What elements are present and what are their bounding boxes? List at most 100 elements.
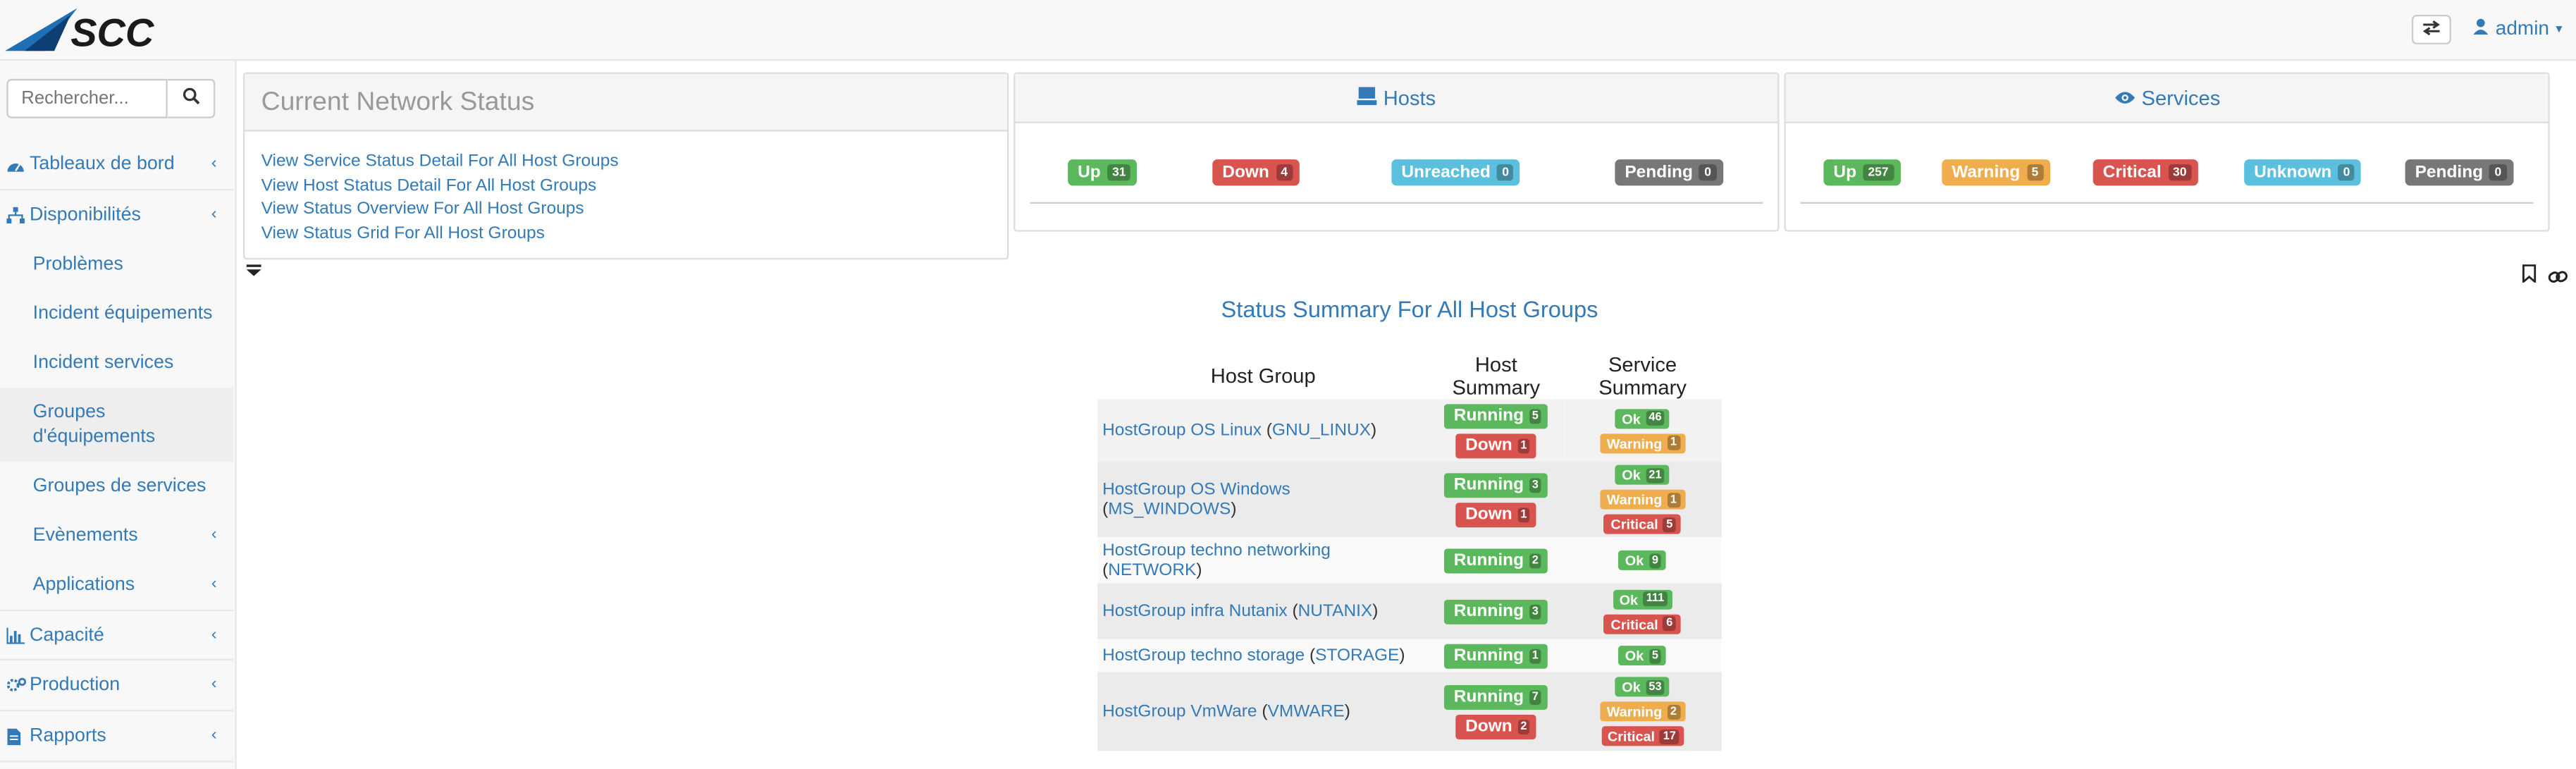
services-up-label: Up xyxy=(1833,162,1857,183)
sidebar-item-production[interactable]: Production ‹ xyxy=(0,660,234,712)
sidebar-item-applications[interactable]: Applications ‹ xyxy=(0,560,234,612)
sidebar-item-disponibilites[interactable]: Disponibilités ‹ xyxy=(0,190,233,240)
down-badge[interactable]: Down 1 xyxy=(1455,433,1537,458)
sidebar-item-incident-equipements[interactable]: Incident équipements xyxy=(0,289,233,338)
sidebar-item-label: Production xyxy=(29,675,121,696)
bar-chart-icon xyxy=(6,627,26,644)
sidebar-item-label: Incident services xyxy=(32,353,174,374)
link-icon[interactable] xyxy=(2548,266,2568,290)
host-summary-badges: Running 2 xyxy=(1434,548,1558,573)
sidebar-item-incident-services[interactable]: Incident services xyxy=(0,338,233,388)
ok-badge[interactable]: Ok 46 xyxy=(1615,408,1670,429)
down-badge-count: 2 xyxy=(1517,718,1531,734)
critical-badge[interactable]: Critical 6 xyxy=(1604,613,1682,634)
hosts-down-count: 4 xyxy=(1276,164,1293,181)
sidebar-item-problemes[interactable]: Problèmes xyxy=(0,240,233,289)
warning-badge-count: 1 xyxy=(1667,492,1680,507)
ok-badge[interactable]: Ok 5 xyxy=(1618,646,1667,666)
critical-badge-count: 5 xyxy=(1663,517,1677,532)
hosts-up-label: Up xyxy=(1078,162,1101,183)
ok-badge[interactable]: Ok 9 xyxy=(1618,550,1667,570)
hosts-up-count: 31 xyxy=(1107,164,1131,181)
services-critical-badge[interactable]: Critical 30 xyxy=(2093,159,2198,186)
host-summary-badges: Running 1 xyxy=(1434,643,1558,668)
layout-toggle-button[interactable] xyxy=(2411,14,2451,44)
network-status-header: Current Network Status xyxy=(245,73,1007,132)
host-group-code-link[interactable]: NUTANIX xyxy=(1298,601,1373,622)
sidebar-item-groupes-equipements[interactable]: Groupes d'équipements xyxy=(0,388,234,462)
host-summary-badges: Running 5 Down 1 xyxy=(1434,403,1558,458)
ok-badge-label: Ok xyxy=(1622,678,1641,696)
top-navbar: SCC admin ▾ xyxy=(0,0,2576,61)
table-body: HostGroup OS Linux (GNU_LINUX) Running 5 Do… xyxy=(1097,399,1722,751)
host-group-link[interactable]: HostGroup VmWare xyxy=(1102,701,1257,722)
host-group-link[interactable]: HostGroup OS Windows xyxy=(1102,479,1290,500)
bookmark-icon[interactable] xyxy=(2522,264,2537,288)
running-badge[interactable]: Running 3 xyxy=(1443,472,1548,498)
ok-badge[interactable]: Ok 21 xyxy=(1615,465,1670,485)
hosts-pending-badge[interactable]: Pending 0 xyxy=(1615,159,1723,186)
warning-badge[interactable]: Warning 2 xyxy=(1600,701,1685,722)
header-host-group: Host Group xyxy=(1210,364,1316,388)
search-input[interactable] xyxy=(6,78,168,118)
search-button[interactable] xyxy=(167,78,216,118)
ok-badge-count: 111 xyxy=(1643,591,1668,607)
critical-badge-count: 6 xyxy=(1663,616,1677,632)
user-menu[interactable]: admin ▾ xyxy=(2472,16,2563,39)
link-service-status-detail[interactable]: View Service Status Detail For All Host … xyxy=(261,151,619,171)
critical-badge[interactable]: Critical 17 xyxy=(1601,726,1684,746)
host-group-link[interactable]: HostGroup techno networking xyxy=(1102,540,1331,560)
host-group-link[interactable]: HostGroup infra Nutanix xyxy=(1102,601,1288,622)
link-host-status-detail[interactable]: View Host Status Detail For All Host Gro… xyxy=(261,175,597,195)
host-group-code-link[interactable]: GNU_LINUX xyxy=(1271,420,1372,441)
host-group-link[interactable]: HostGroup techno storage xyxy=(1102,646,1305,666)
down-badge[interactable]: Down 2 xyxy=(1455,713,1537,739)
host-group-link[interactable]: HostGroup OS Linux xyxy=(1102,420,1262,441)
down-badge[interactable]: Down 1 xyxy=(1455,502,1537,527)
host-group-code-link[interactable]: MS_WINDOWS xyxy=(1108,499,1231,519)
hosts-unreached-badge[interactable]: Unreached 0 xyxy=(1391,159,1521,186)
table-row: HostGroup techno networking (NETWORK) Run… xyxy=(1097,537,1722,584)
warning-badge[interactable]: Warning 1 xyxy=(1600,433,1685,453)
warning-badge[interactable]: Warning 1 xyxy=(1600,489,1685,510)
running-badge[interactable]: Running 5 xyxy=(1443,403,1548,429)
hosts-down-badge[interactable]: Down 4 xyxy=(1212,159,1300,186)
services-unknown-badge[interactable]: Unknown 0 xyxy=(2244,159,2362,186)
running-badge[interactable]: Running 7 xyxy=(1443,684,1548,709)
network-status-links: View Service Status Detail For All Host … xyxy=(245,131,1007,262)
sidebar-item-rapports[interactable]: Rapports ‹ xyxy=(0,711,234,763)
service-summary-badges: Ok 5 xyxy=(1568,646,1717,666)
sidebar-item-groupes-de-services[interactable]: Groupes de services xyxy=(0,462,233,511)
ok-badge[interactable]: Ok 53 xyxy=(1615,677,1670,697)
running-badge[interactable]: Running 3 xyxy=(1443,598,1548,624)
link-status-overview[interactable]: View Status Overview For All Host Groups xyxy=(261,199,584,219)
file-icon xyxy=(6,727,26,745)
header-host-summary: Host Summary xyxy=(1452,353,1541,400)
ok-badge[interactable]: Ok 111 xyxy=(1613,589,1672,609)
link-status-grid[interactable]: View Status Grid For All Host Groups xyxy=(261,222,545,242)
server-icon xyxy=(1357,86,1377,109)
host-group-code-link[interactable]: VMWARE xyxy=(1267,701,1345,722)
services-divider xyxy=(1800,202,2534,204)
running-badge[interactable]: Running 1 xyxy=(1443,643,1548,668)
sidebar-item-tableaux-de-bord[interactable]: Tableaux de bord ‹ xyxy=(0,140,234,191)
critical-badge-count: 17 xyxy=(1660,728,1680,744)
scc-logo[interactable]: SCC xyxy=(4,5,199,54)
critical-badge[interactable]: Critical 5 xyxy=(1604,514,1682,534)
chevron-left-icon: ‹ xyxy=(211,525,217,544)
sidebar-item-capacite[interactable]: Capacité ‹ xyxy=(0,611,234,661)
services-pending-badge[interactable]: Pending 0 xyxy=(2405,159,2513,186)
host-group-code-link[interactable]: NETWORK xyxy=(1108,560,1197,580)
table-row: HostGroup VmWare (VMWARE) Running 7 Down 2 Ok… xyxy=(1097,672,1722,751)
services-up-badge[interactable]: Up 257 xyxy=(1823,159,1900,186)
running-badge-label: Running xyxy=(1453,405,1524,426)
critical-badge-label: Critical xyxy=(1610,515,1658,533)
host-group-code-link[interactable]: STORAGE xyxy=(1315,646,1400,666)
services-critical-label: Critical xyxy=(2102,162,2162,183)
running-badge[interactable]: Running 2 xyxy=(1443,548,1548,573)
services-warning-badge[interactable]: Warning 5 xyxy=(1942,159,2050,186)
hosts-up-badge[interactable]: Up 31 xyxy=(1068,159,1138,186)
sidebar-item-evenements[interactable]: Evènements ‹ xyxy=(0,511,233,560)
collapse-icon[interactable] xyxy=(246,259,261,283)
user-icon xyxy=(2472,16,2489,39)
